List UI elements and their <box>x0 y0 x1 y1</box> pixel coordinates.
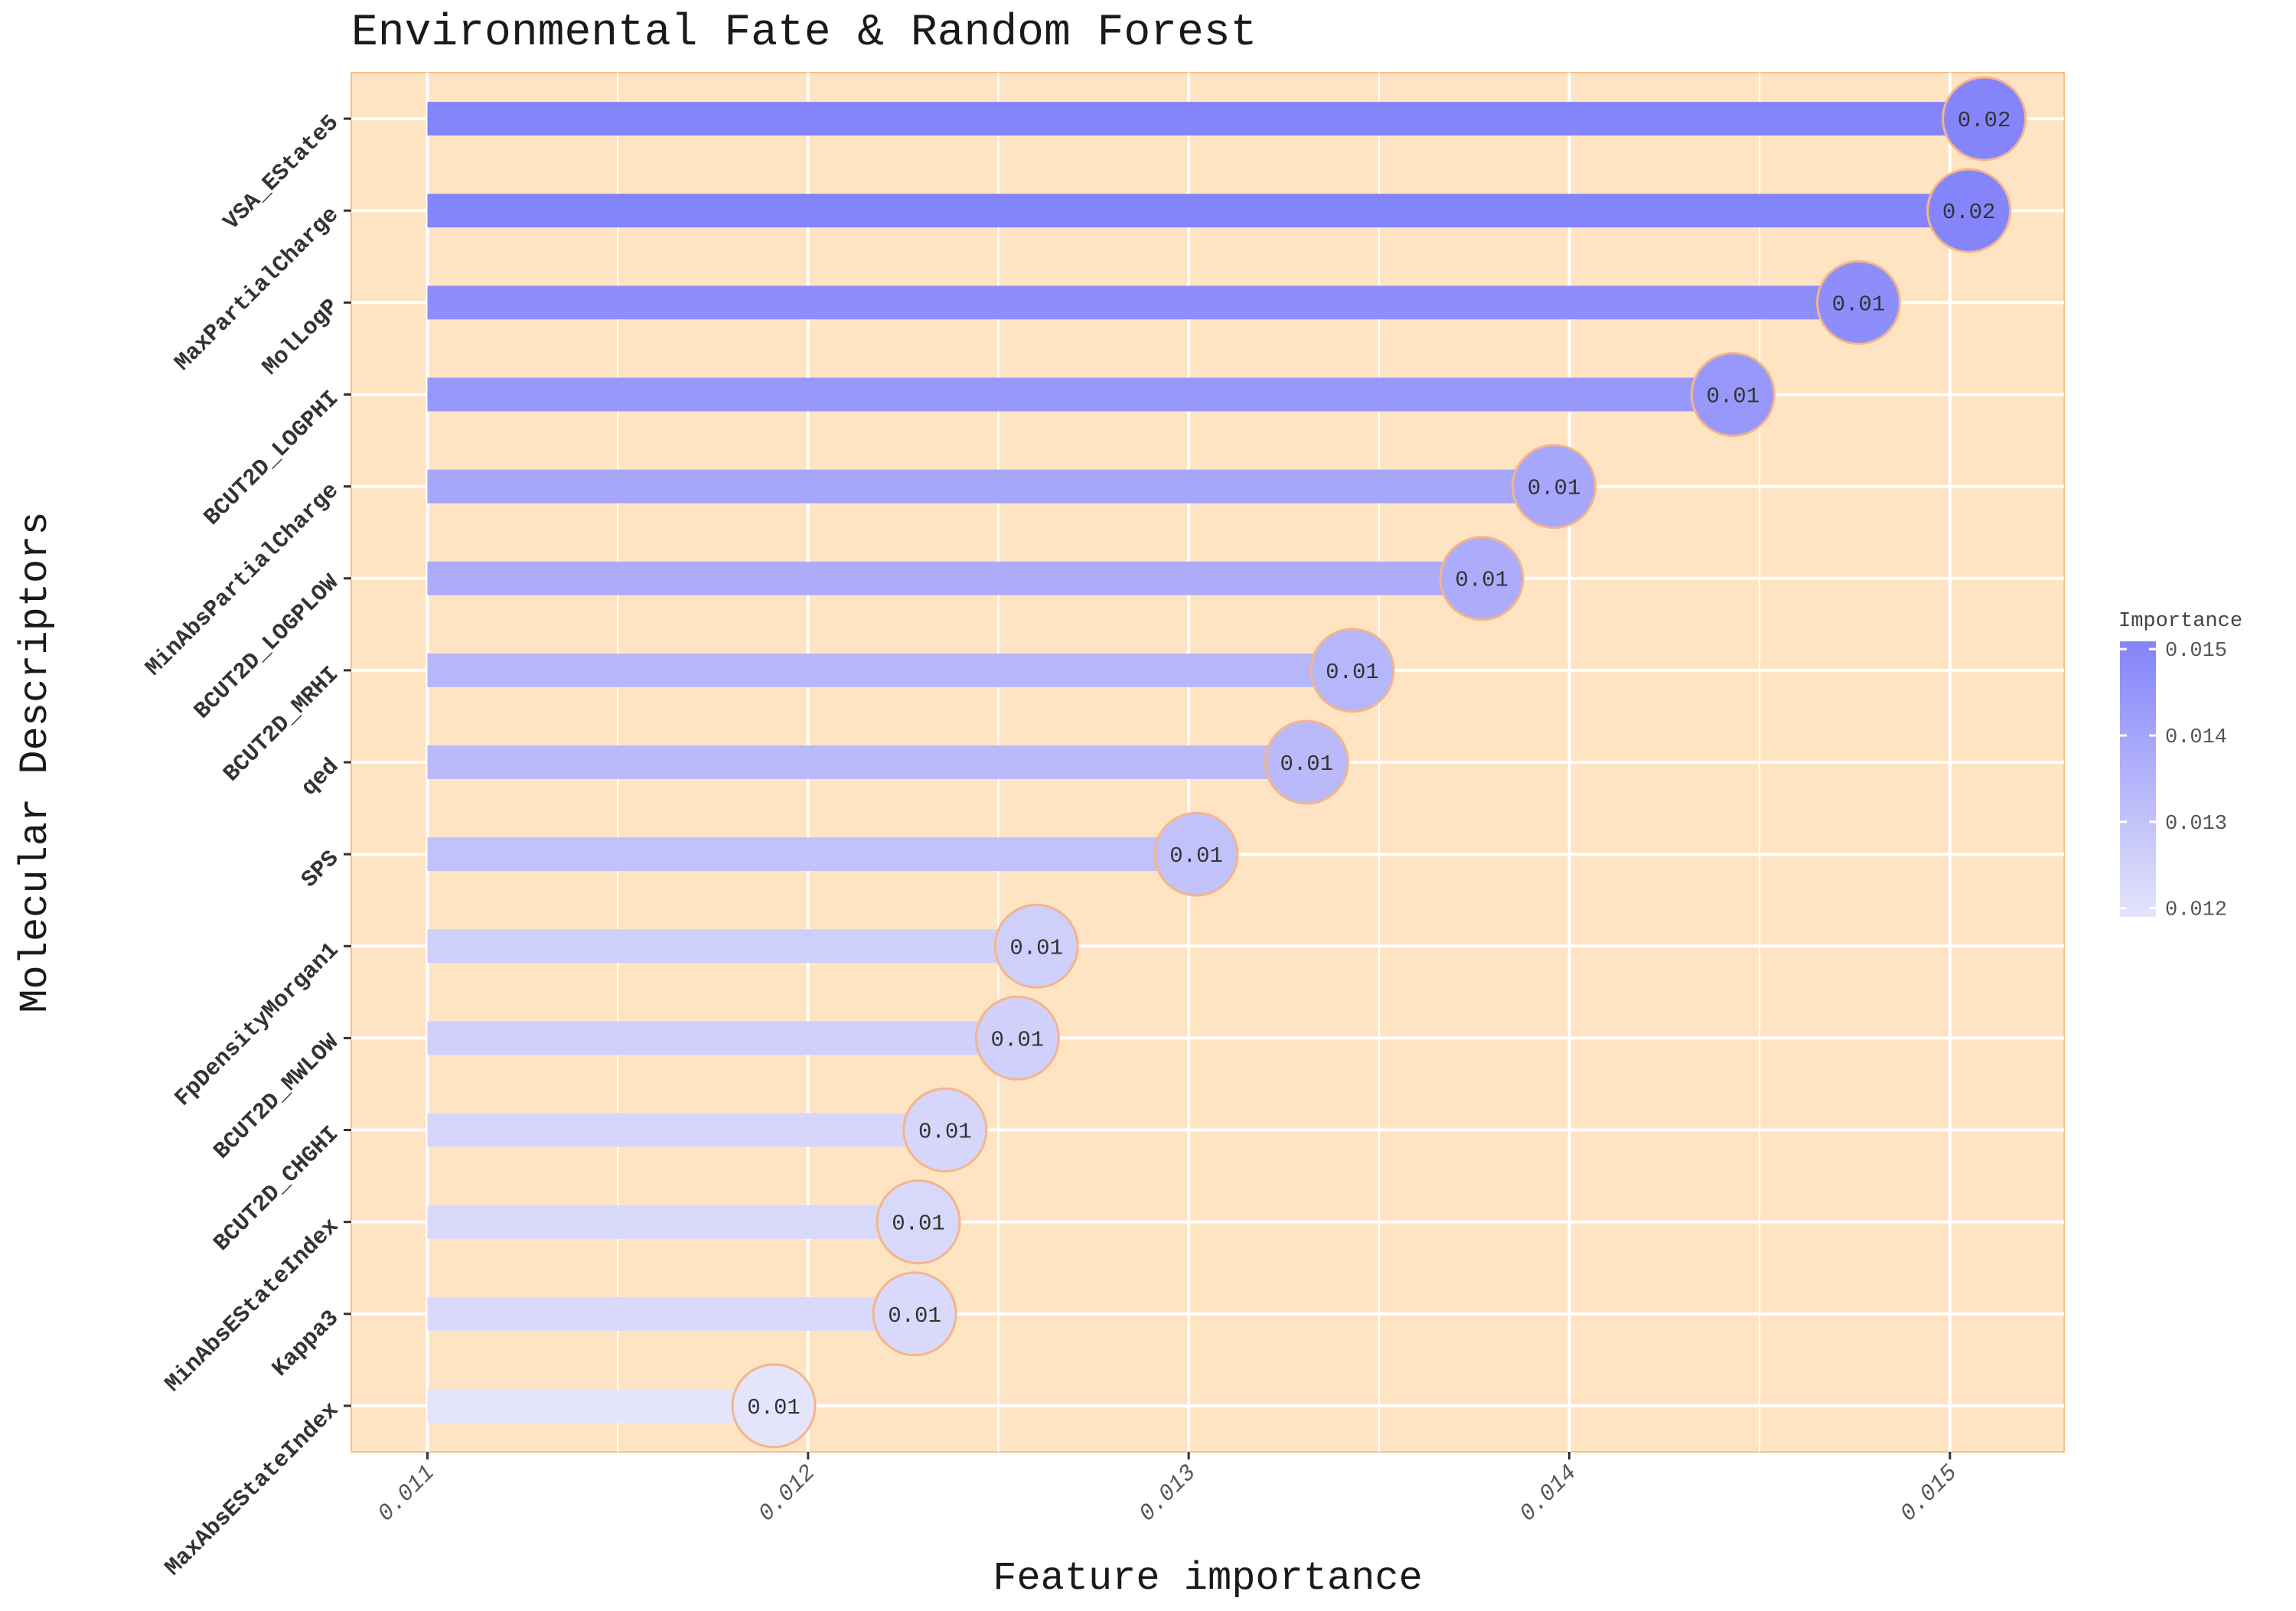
bar <box>427 653 1352 687</box>
value-marker <box>1690 351 1776 437</box>
bar <box>427 102 1985 136</box>
value-marker <box>1153 811 1239 897</box>
chart-title: Environmental Fate & Random Forest <box>351 8 1257 58</box>
legend-title: Importance <box>2118 610 2242 633</box>
x-tick-label: 0.015 <box>1896 1460 1963 1528</box>
value-marker <box>993 903 1079 989</box>
y-tick-label: Kappa3 <box>268 1306 344 1382</box>
legend-colorbar <box>2120 641 2156 917</box>
x-tick-label: 0.013 <box>1135 1460 1202 1528</box>
data-label: 0.01 <box>1528 476 1581 501</box>
y-tick-label: SPS <box>297 846 344 893</box>
bar <box>427 929 1037 964</box>
data-label: 0.01 <box>892 1212 945 1237</box>
bars <box>427 102 1985 1423</box>
value-marker <box>1512 444 1597 530</box>
data-label: 0.01 <box>918 1120 972 1145</box>
legend-tick-label: 0.014 <box>2165 726 2227 749</box>
value-marker <box>1264 719 1349 805</box>
value-marker <box>974 995 1060 1081</box>
y-tick-label: MaxAbsEStateIndex <box>161 1397 344 1581</box>
x-tick-label: 0.014 <box>1515 1460 1583 1528</box>
value-marker <box>872 1271 957 1357</box>
data-label: 0.01 <box>991 1027 1045 1052</box>
value-marker <box>1815 259 1901 345</box>
data-label: 0.01 <box>888 1303 941 1329</box>
y-tick-label: FpDensityMorgan1 <box>170 938 344 1112</box>
value-marker <box>1926 168 2012 253</box>
x-axis-title: Feature importance <box>993 1556 1423 1601</box>
data-label: 0.01 <box>1707 383 1760 409</box>
bar <box>427 1113 945 1147</box>
bar <box>427 1205 919 1239</box>
y-tick-label: MolLogP <box>258 294 344 380</box>
bar <box>427 1296 915 1331</box>
bar <box>427 1388 775 1423</box>
x-tick-label: 0.012 <box>754 1460 821 1528</box>
value-marker <box>731 1363 817 1449</box>
data-label: 0.01 <box>1832 292 1886 317</box>
value-marker <box>1439 536 1525 621</box>
value-markers: 0.02 0.02 0.01 0.01 0.01 0.01 0.01 0.01 0.01 0.01… <box>731 76 2027 1449</box>
y-tick-label: MinAbsPartialCharge <box>141 478 344 682</box>
value-marker <box>1942 76 2027 161</box>
bar <box>427 377 1733 412</box>
legend-tick-label: 0.013 <box>2165 813 2227 836</box>
data-label: 0.01 <box>1280 752 1333 777</box>
data-label: 0.02 <box>1942 200 1996 225</box>
y-axis-ticks: VSA_EState5MaxPartialChargeMolLogPBCUT2D… <box>141 110 351 1581</box>
data-label: 0.01 <box>1169 843 1223 869</box>
legend-tick-label: 0.012 <box>2165 899 2227 922</box>
y-tick-label: MinAbsEStateIndex <box>161 1214 344 1397</box>
legend: Importance 0.015 0.014 0.013 0.012 <box>2118 610 2242 922</box>
x-tick-label: 0.011 <box>373 1460 441 1528</box>
bar <box>427 194 1969 228</box>
x-axis-ticks: 0.011 0.012 0.013 0.014 0.015 <box>373 1452 1963 1528</box>
bar <box>427 469 1554 504</box>
value-marker <box>902 1088 988 1173</box>
legend-ticks: 0.015 0.014 0.013 0.012 <box>2120 640 2227 922</box>
value-marker <box>1309 628 1395 713</box>
value-marker <box>876 1179 961 1265</box>
data-label: 0.01 <box>747 1395 801 1420</box>
y-axis-title: Molecular Descriptors <box>13 511 58 1013</box>
y-tick-label: MaxPartialCharge <box>170 202 344 377</box>
bar <box>427 285 1859 320</box>
bar <box>427 1021 1018 1055</box>
data-label: 0.02 <box>1958 108 2011 133</box>
data-label: 0.01 <box>1326 660 1379 685</box>
bar <box>427 745 1307 779</box>
bar <box>427 561 1482 595</box>
bar <box>427 837 1197 872</box>
data-label: 0.01 <box>1009 935 1063 960</box>
data-label: 0.01 <box>1455 568 1508 593</box>
legend-tick-label: 0.015 <box>2165 640 2227 663</box>
y-tick-label: qed <box>297 754 344 801</box>
